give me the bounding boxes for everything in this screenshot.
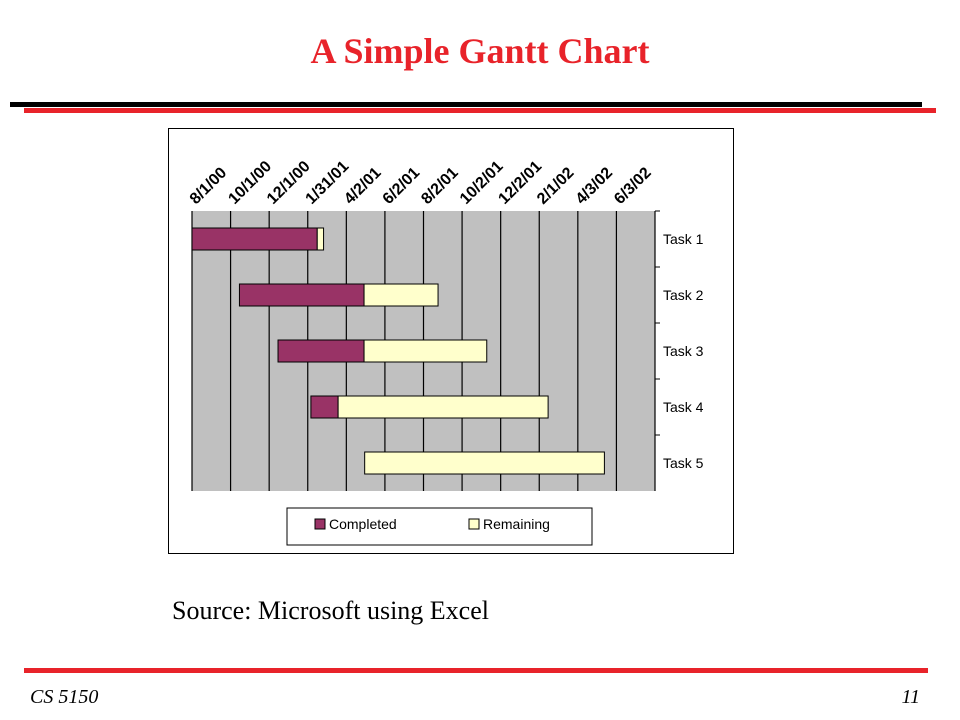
x-tick-label: 4/3/02 bbox=[573, 164, 617, 208]
task-label: Task 2 bbox=[663, 287, 704, 303]
x-tick-labels: 8/1/0010/1/0012/1/001/31/014/2/016/2/018… bbox=[187, 158, 655, 208]
legend: Completed Remaining bbox=[286, 507, 593, 546]
grid-lines bbox=[191, 211, 656, 491]
task-bars bbox=[191, 227, 605, 475]
legend-box bbox=[286, 507, 593, 546]
task-label: Task 4 bbox=[663, 399, 704, 415]
slide-title: A Simple Gantt Chart bbox=[310, 31, 650, 71]
gantt-chart-svg: 8/1/0010/1/0012/1/001/31/014/2/016/2/018… bbox=[187, 158, 704, 546]
task-label: Task 5 bbox=[663, 455, 704, 471]
x-tick-label: 8/2/01 bbox=[418, 164, 462, 208]
task-label: Task 1 bbox=[663, 231, 704, 247]
x-tick-label: 6/3/02 bbox=[611, 164, 655, 208]
bar-remaining bbox=[337, 395, 549, 419]
page-number: 11 bbox=[901, 686, 920, 708]
bar-completed bbox=[310, 395, 339, 419]
x-tick-label: 6/2/01 bbox=[380, 164, 424, 208]
bar-remaining bbox=[363, 283, 439, 307]
legend-label-remaining: Remaining bbox=[483, 516, 550, 532]
task-labels: Task 1 Task 2 Task 3 Task 4 Task 5 bbox=[655, 210, 704, 471]
bar-completed bbox=[238, 283, 365, 307]
course-code: CS 5150 bbox=[30, 686, 99, 708]
bar-remaining bbox=[363, 339, 488, 363]
legend-swatch-remaining bbox=[468, 518, 480, 530]
bottom-divider-red bbox=[24, 668, 928, 673]
task-label: Task 3 bbox=[663, 343, 704, 359]
gantt-chart: 8/1/00 10/1/00 12/1/00 1/31/01 4/2/01 6/2/01 8… bbox=[168, 128, 734, 554]
bar-remaining bbox=[364, 451, 605, 475]
bar-completed bbox=[277, 339, 365, 363]
legend-label-completed: Completed bbox=[329, 516, 397, 532]
source-caption: Source: Microsoft using Excel bbox=[172, 596, 489, 625]
legend-swatch-completed bbox=[314, 518, 326, 530]
top-divider-red bbox=[24, 108, 936, 113]
bar-completed bbox=[191, 227, 318, 251]
bar-remaining bbox=[316, 227, 325, 251]
x-tick-label: 8/1/00 bbox=[187, 164, 231, 208]
top-divider-black bbox=[10, 102, 922, 107]
